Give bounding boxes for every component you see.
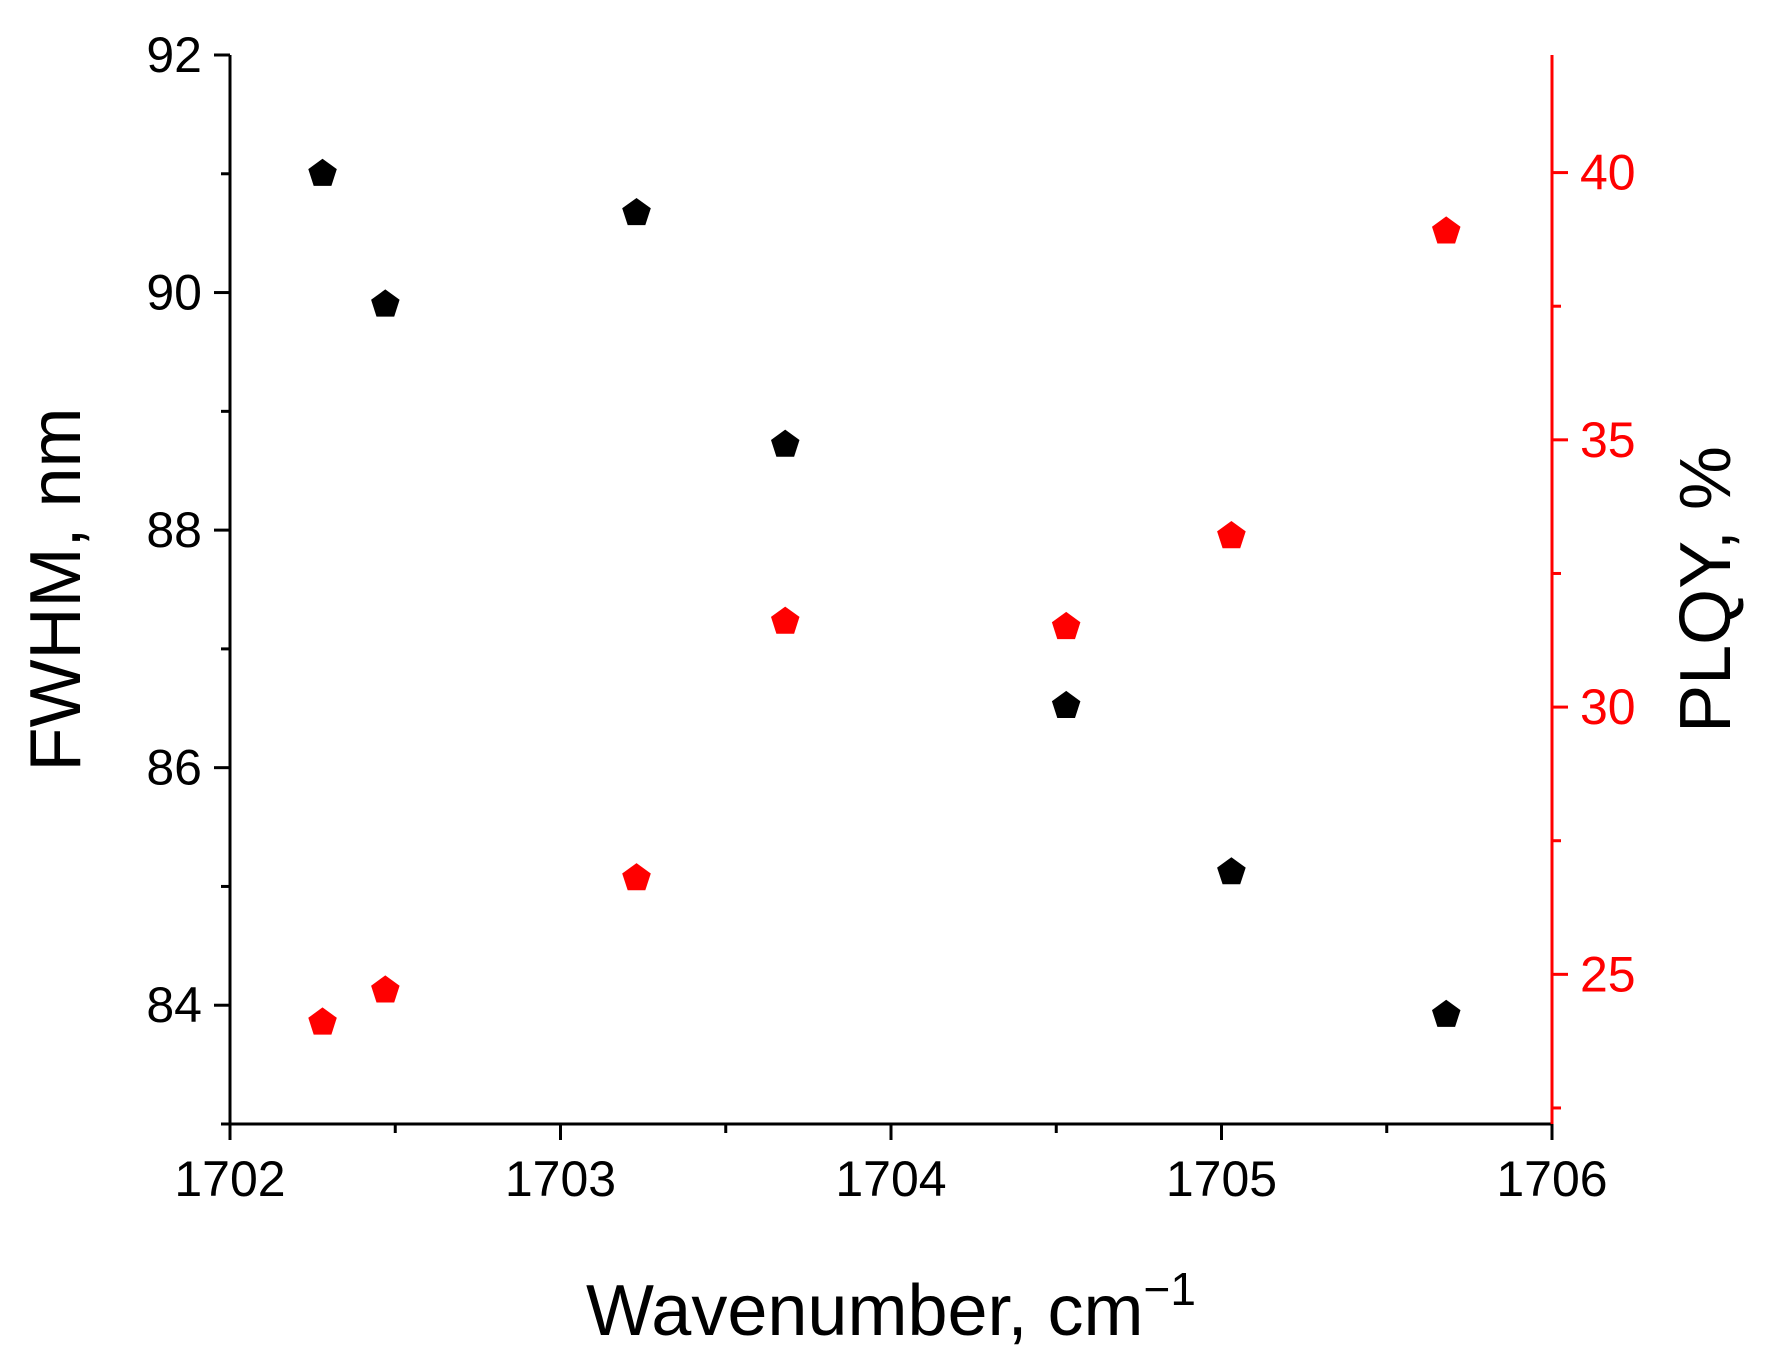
plqy-point (622, 863, 651, 891)
left-y-tick-label: 84 (146, 977, 202, 1033)
fwhm-point (771, 429, 800, 457)
right-y-tick-label: 30 (1580, 679, 1636, 735)
plqy-point (308, 1007, 337, 1035)
x-tick-label: 1704 (835, 1151, 946, 1207)
right-y-axis-title: PLQY, % (1666, 446, 1746, 733)
left-y-tick-label: 86 (146, 740, 202, 796)
plqy-point (1432, 216, 1461, 244)
right-y-tick-label: 25 (1580, 946, 1636, 1002)
plqy-point (371, 975, 400, 1003)
fwhm-point (1051, 690, 1081, 718)
right-y-tick-label: 40 (1580, 145, 1636, 201)
left-y-tick-label: 90 (146, 265, 202, 321)
left-y-tick-label: 92 (146, 27, 202, 83)
left-y-axis-ticks: 84 86 88 90 92 (146, 27, 230, 1126)
plqy-point (771, 606, 800, 634)
right-y-tick-label: 35 (1580, 412, 1636, 468)
left-y-axis-title: FWHM, nm (16, 408, 96, 772)
x-axis-ticks: 1702 1703 1704 1705 1706 (174, 1124, 1608, 1207)
fwhm-point (1217, 857, 1246, 885)
fwhm-point (371, 289, 400, 317)
x-tick-label: 1705 (1166, 1151, 1277, 1207)
fwhm-point (1432, 999, 1461, 1027)
x-axis-title-text: Wavenumber, cm (586, 1271, 1144, 1351)
x-axis-title-superscript: −1 (1144, 1263, 1196, 1315)
right-y-axis-ticks: 25 30 35 40 (1552, 145, 1636, 1110)
plqy-point (1217, 521, 1246, 549)
left-y-tick-label: 88 (146, 502, 202, 558)
fwhm-point (622, 198, 651, 226)
x-tick-label: 1703 (505, 1151, 616, 1207)
x-tick-label: 1702 (174, 1151, 285, 1207)
x-tick-label: 1706 (1496, 1151, 1607, 1207)
fwhm-point (308, 158, 337, 186)
x-axis-title: Wavenumber, cm−1 (586, 1263, 1196, 1351)
data-points (308, 158, 1461, 1035)
plqy-point (1051, 611, 1081, 640)
